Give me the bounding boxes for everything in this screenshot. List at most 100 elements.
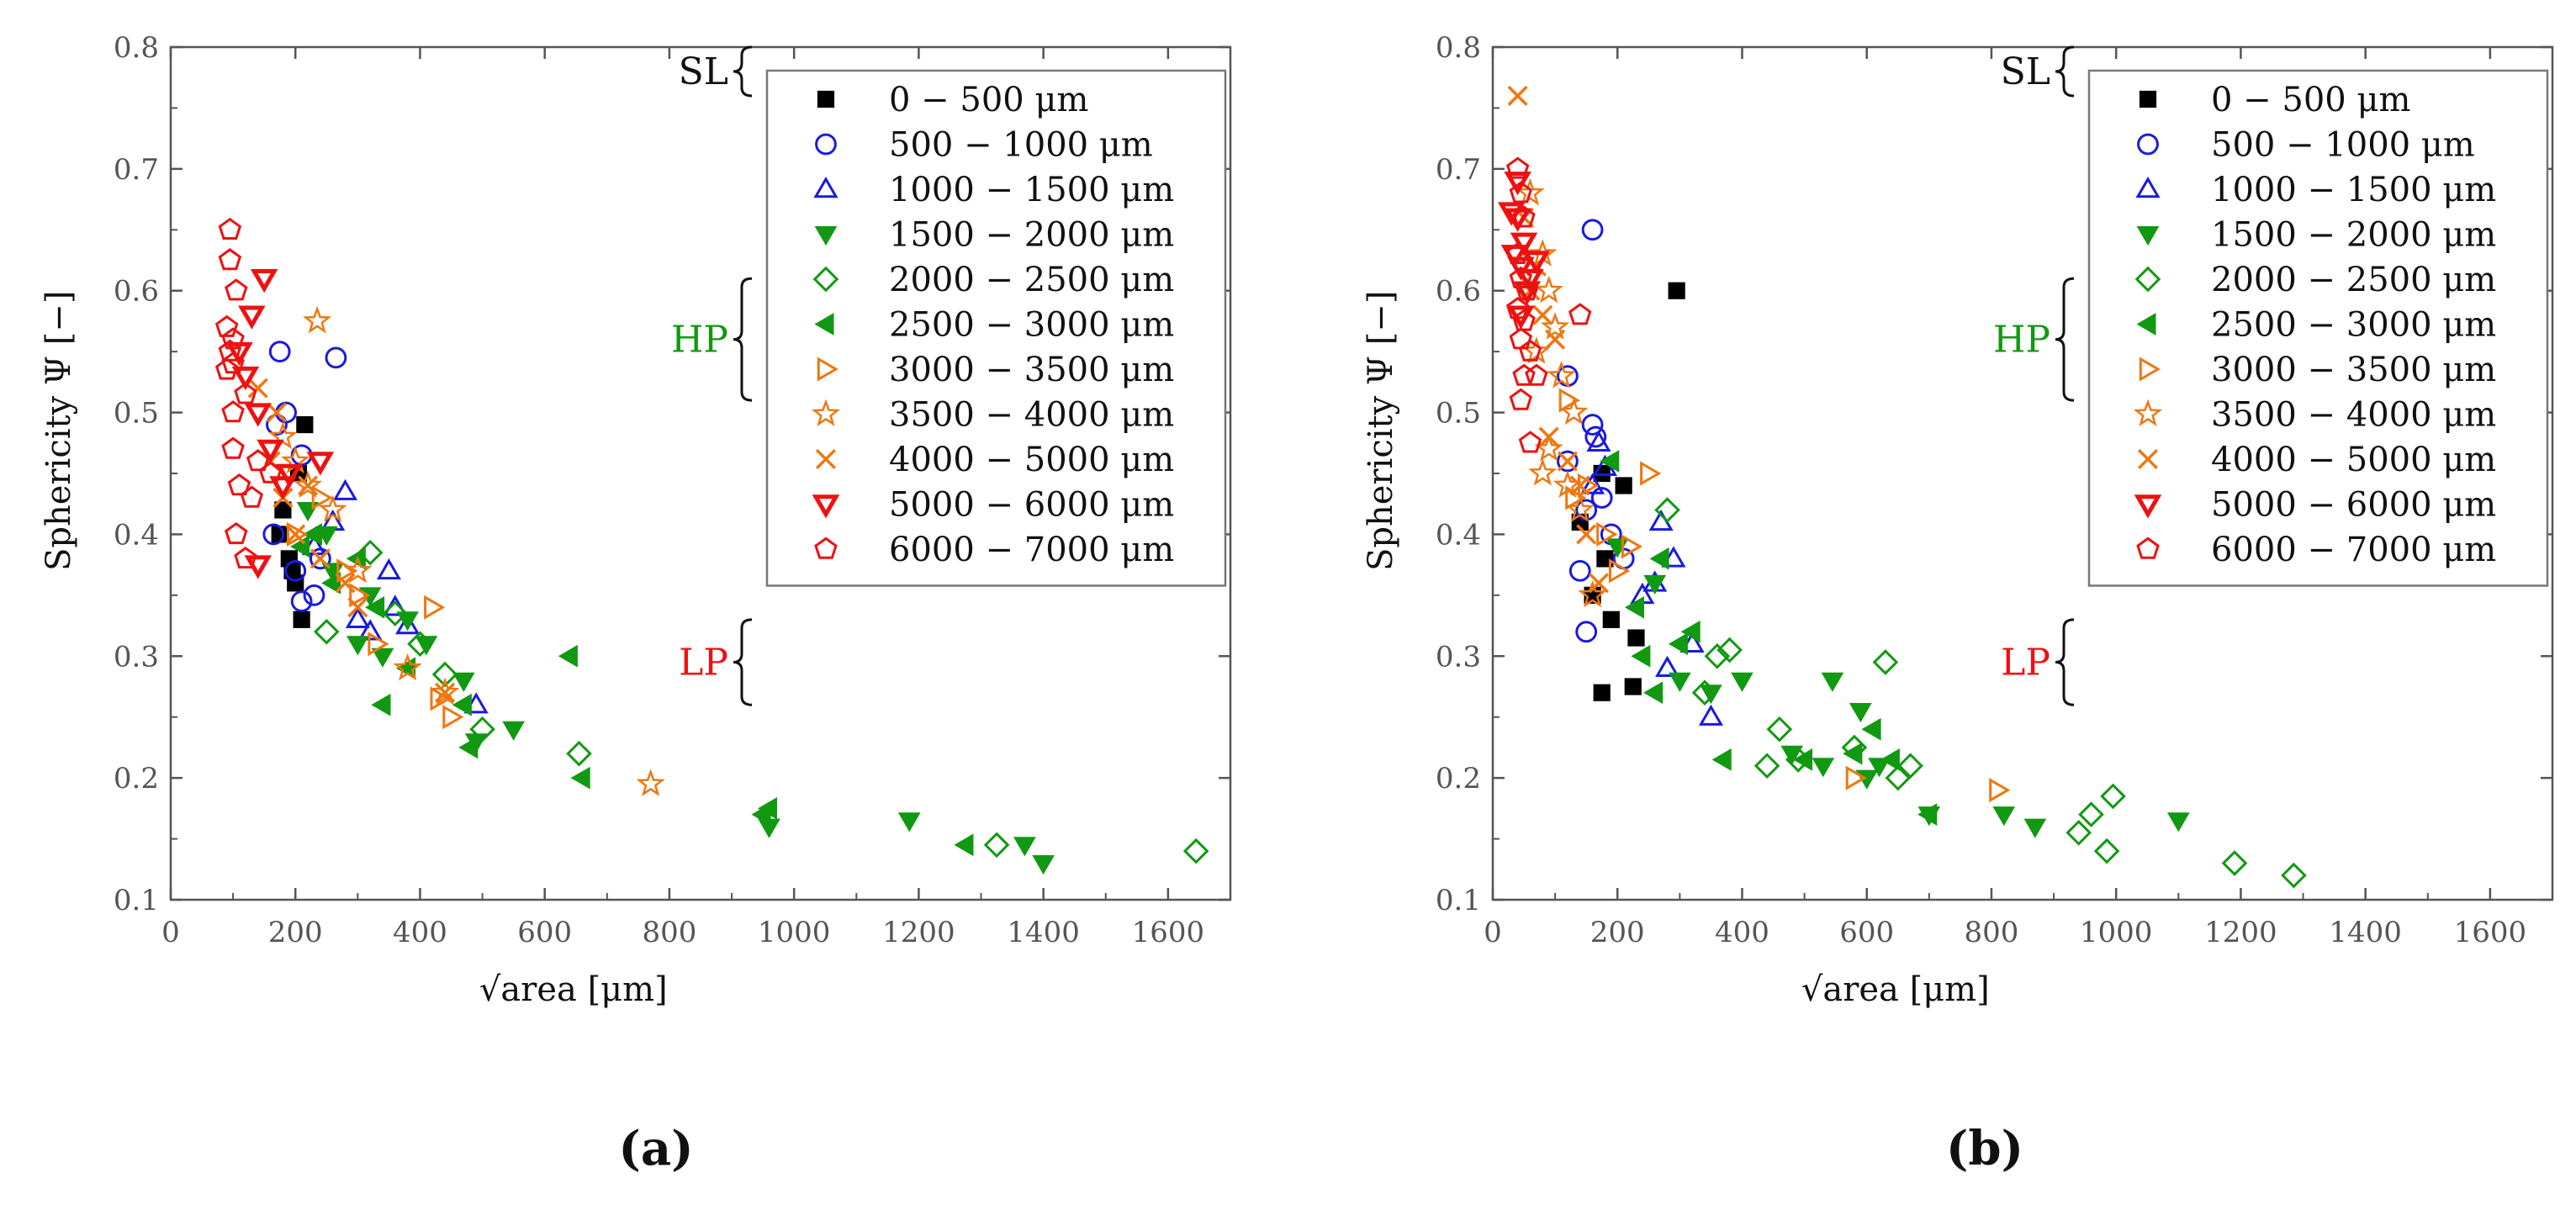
data-point xyxy=(1668,282,1685,299)
series-0 xyxy=(1571,282,1685,701)
data-point xyxy=(1649,547,1669,570)
data-point xyxy=(246,449,270,472)
data-point xyxy=(247,378,268,399)
data-point xyxy=(1528,457,1558,486)
legend-marker xyxy=(817,357,838,382)
y-tick-label: 0.6 xyxy=(1436,275,1481,309)
x-tick-label: 1400 xyxy=(2329,916,2402,949)
data-point xyxy=(371,647,394,668)
legend-label: 4000 − 5000 μm xyxy=(2211,441,2496,479)
data-point xyxy=(1704,642,1731,669)
y-tick-label: 0.4 xyxy=(114,518,159,552)
data-point xyxy=(1512,205,1536,228)
data-point xyxy=(234,382,257,404)
legend-marker xyxy=(2139,357,2161,382)
data-point xyxy=(1872,649,1899,675)
data-point xyxy=(303,584,325,606)
x-tick-label: 1200 xyxy=(2204,916,2277,949)
data-point xyxy=(1849,703,1872,723)
x-tick-label: 1400 xyxy=(1007,916,1080,949)
data-point xyxy=(347,597,368,618)
data-point xyxy=(293,610,310,628)
x-tick-label: 1600 xyxy=(2454,916,2527,949)
data-point xyxy=(1581,219,1604,241)
y-tick-label: 0.3 xyxy=(1436,640,1481,674)
data-point xyxy=(442,705,464,730)
data-point xyxy=(1992,806,2016,827)
data-point xyxy=(1602,610,1620,628)
x-tick-label: 400 xyxy=(393,916,447,949)
data-point xyxy=(1032,855,1055,875)
data-point xyxy=(268,341,291,363)
series-5 xyxy=(1600,450,1938,826)
data-point xyxy=(1627,629,1645,647)
data-point xyxy=(1885,764,1912,791)
legend-label: 500 − 1000 μm xyxy=(889,126,1153,165)
data-point xyxy=(325,346,347,369)
data-point xyxy=(1766,716,1793,743)
data-point xyxy=(221,327,245,350)
legend-label: 4000 − 5000 μm xyxy=(889,441,1174,479)
x-tick-label: 800 xyxy=(1964,916,2018,949)
x-axis-title: √area [μm] xyxy=(1801,970,1990,1009)
data-point xyxy=(1793,748,1813,771)
data-point xyxy=(343,555,373,584)
data-point xyxy=(1624,596,1644,619)
data-point xyxy=(285,524,306,545)
legend-label: 500 − 1000 μm xyxy=(2211,126,2475,165)
x-tick-label: 1600 xyxy=(1132,916,1205,949)
region-brace xyxy=(2055,277,2075,402)
data-point xyxy=(1512,363,1536,386)
data-point xyxy=(302,523,322,546)
data-point xyxy=(395,613,421,635)
data-point xyxy=(345,606,370,628)
region-brace xyxy=(2055,45,2075,98)
panel-label: (b) xyxy=(1946,1121,2023,1176)
legend-label: 2500 − 3000 μm xyxy=(2211,306,2496,345)
legend-marker xyxy=(817,90,835,108)
x-axis-title: √area [μm] xyxy=(479,970,668,1009)
legend-label: 3000 − 3500 μm xyxy=(889,351,1174,389)
data-point xyxy=(1516,269,1544,293)
data-point xyxy=(376,558,402,580)
data-point xyxy=(298,475,319,496)
x-tick-label: 1200 xyxy=(882,916,955,949)
data-point xyxy=(1843,742,1863,765)
data-point xyxy=(225,521,248,545)
data-point xyxy=(364,596,385,619)
data-point xyxy=(2166,812,2190,832)
data-point xyxy=(257,439,284,464)
legend-label: 2000 − 2500 μm xyxy=(2211,261,2496,299)
region-label-sl: SL xyxy=(679,50,728,93)
data-point xyxy=(1522,251,1551,275)
legend-label: 1500 − 2000 μm xyxy=(2211,216,2496,255)
data-point xyxy=(335,573,356,594)
y-axis-title: Sphericity Ψ [−] xyxy=(1362,291,1400,571)
data-point xyxy=(1643,574,1667,595)
legend-marker xyxy=(2137,133,2159,156)
legend-box xyxy=(765,69,1227,587)
data-point xyxy=(1013,837,1036,857)
data-point xyxy=(407,631,433,658)
y-tick-label: 0.1 xyxy=(1436,884,1481,917)
legend-marker xyxy=(815,133,837,156)
region-label-sl: SL xyxy=(2001,50,2050,93)
data-point xyxy=(268,421,298,450)
data-point xyxy=(1593,684,1611,701)
data-point xyxy=(306,452,335,476)
data-point xyxy=(1512,309,1536,331)
y-tick-label: 0.6 xyxy=(114,275,159,309)
data-point xyxy=(1845,765,1867,790)
region-label-hp: HP xyxy=(1993,319,2050,362)
data-point xyxy=(244,403,272,427)
data-point xyxy=(227,473,251,496)
data-point xyxy=(431,661,458,688)
data-point xyxy=(290,535,310,558)
data-point xyxy=(1518,431,1542,453)
data-point xyxy=(311,485,333,510)
data-point xyxy=(897,812,921,832)
region-brace xyxy=(733,277,753,402)
data-point xyxy=(757,797,777,820)
legend-marker xyxy=(814,536,838,559)
data-point xyxy=(1505,156,1530,179)
